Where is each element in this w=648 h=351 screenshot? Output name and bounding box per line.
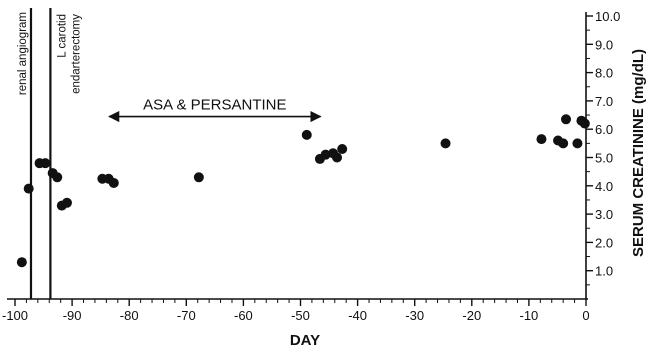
y-tick-label: 1.0: [595, 264, 613, 279]
data-point: [332, 152, 343, 163]
y-tick-label: 2.0: [595, 235, 613, 250]
event-label: renal angiogram: [17, 12, 29, 95]
y-tick-label: 8.0: [595, 66, 613, 81]
y-tick-label: 4.0: [595, 179, 613, 194]
y-tick-label: 9.0: [595, 37, 613, 52]
x-tick-label: -80: [120, 308, 139, 323]
x-tick-label: -50: [291, 308, 310, 323]
data-point: [320, 149, 331, 160]
x-tick-label: -70: [177, 308, 196, 323]
event-label: endarterectomy: [70, 14, 82, 94]
y-tick-label: 6.0: [595, 122, 613, 137]
treatment-label: ASA & PERSANTINE: [143, 97, 286, 114]
data-point: [52, 172, 63, 183]
event-label: L carotid: [56, 14, 68, 58]
data-point: [558, 138, 569, 149]
y-tick-label: 10.0: [595, 9, 620, 24]
y-axis-title: SERUM CREATININE (mg/dL): [630, 49, 647, 257]
x-tick-label: -90: [63, 308, 82, 323]
data-points: [16, 114, 590, 268]
annotations: ASA & PERSANTINE: [108, 97, 322, 123]
data-point: [440, 138, 451, 149]
data-point: [40, 158, 51, 169]
y-tick-label: 3.0: [595, 207, 613, 222]
x-tick-label: -20: [462, 308, 481, 323]
x-tick-label: -100: [2, 308, 28, 323]
y-axis-ticks: 1.0 2.0 3.0 4.0 5.0 6.0 7.0 8.0 9.0 10.0: [586, 9, 620, 286]
x-tick-label: -30: [405, 308, 424, 323]
x-axis-ticks: -100 -90 -80 -70 -60 -50 -40 -30 -20 -10 0: [2, 299, 590, 323]
y-tick-label: 5.0: [595, 151, 613, 166]
y-tick-label: 7.0: [595, 94, 613, 109]
data-point: [61, 197, 72, 208]
x-tick-label: 0: [582, 308, 589, 323]
data-point: [301, 129, 312, 140]
data-point: [16, 257, 27, 268]
x-tick-label: -60: [234, 308, 253, 323]
data-point: [561, 114, 572, 125]
data-point: [108, 177, 119, 188]
data-point: [23, 183, 34, 194]
data-point: [579, 118, 590, 129]
event-lines: renal angiogram L carotid endarterectomy: [17, 8, 82, 299]
x-tick-label: -10: [520, 308, 539, 323]
data-point: [337, 144, 348, 155]
data-point: [536, 134, 547, 145]
data-point: [572, 138, 583, 149]
x-axis-title: DAY: [290, 332, 320, 349]
axes: [7, 12, 588, 300]
x-tick-label: -40: [348, 308, 367, 323]
data-point: [193, 172, 204, 183]
